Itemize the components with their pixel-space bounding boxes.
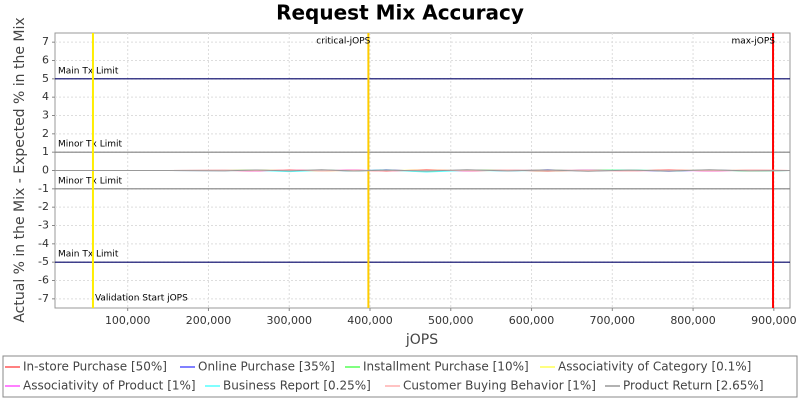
legend-text: Associativity of Category [0.1%] (558, 360, 751, 374)
legend (2, 355, 798, 398)
y-tick-label: 0 (42, 164, 49, 177)
legend-text: Business Report [0.25%] (223, 379, 371, 393)
y-tick-label: -1 (38, 182, 49, 195)
x-tick-label: 600,000 (509, 314, 555, 327)
y-tick-label: 4 (42, 90, 49, 103)
legend-text: Associativity of Product [1%] (23, 379, 196, 393)
legend-text: Installment Purchase [10%] (363, 360, 529, 374)
x-axis-label: jOPS (405, 332, 438, 348)
x-tick-label: 100,000 (105, 314, 151, 327)
x-tick-label: 200,000 (186, 314, 232, 327)
legend-text: Online Purchase [35%] (198, 360, 335, 374)
series-line (55, 169, 791, 172)
y-tick-label: 1 (42, 145, 49, 158)
y-tick-label: 5 (42, 72, 49, 85)
limit-label: Minor Tx Limit (58, 140, 123, 150)
limit-label: Main Tx Limit (58, 66, 119, 76)
marker-label: Validation Start jOPS (95, 294, 188, 304)
y-axis-label: Actual % in the Mix - Expected % in the … (12, 17, 28, 322)
x-tick-label: 400,000 (347, 314, 393, 327)
y-tick-label: 7 (42, 35, 49, 48)
series-line (55, 169, 791, 172)
y-tick-label: 3 (42, 109, 49, 122)
x-tick-label: 700,000 (590, 314, 636, 327)
y-tick-label: -6 (38, 274, 49, 287)
y-tick-label: 6 (42, 54, 49, 67)
marker-label: max-jOPS (731, 37, 775, 47)
legend-text: Product Return [2.65%] (623, 379, 764, 393)
y-tick-label: 2 (42, 127, 49, 140)
x-tick-label: 500,000 (428, 314, 474, 327)
legend-text: Customer Buying Behavior [1%] (403, 379, 596, 393)
legend-text: In-store Purchase [50%] (23, 360, 167, 374)
y-tick-label: -2 (38, 200, 49, 213)
x-tick-label: 300,000 (266, 314, 312, 327)
x-tick-label: 900,000 (751, 314, 797, 327)
x-tick-label: 800,000 (670, 314, 716, 327)
limit-label: Main Tx Limit (58, 250, 119, 260)
y-tick-label: -4 (38, 237, 49, 250)
limit-label: Minor Tx Limit (58, 176, 123, 186)
y-tick-label: -3 (38, 219, 49, 232)
marker-label: critical-jOPS (316, 37, 370, 47)
y-tick-label: -5 (38, 255, 49, 268)
y-tick-label: -7 (38, 292, 49, 305)
chart-title: Request Mix Accuracy (276, 1, 524, 25)
